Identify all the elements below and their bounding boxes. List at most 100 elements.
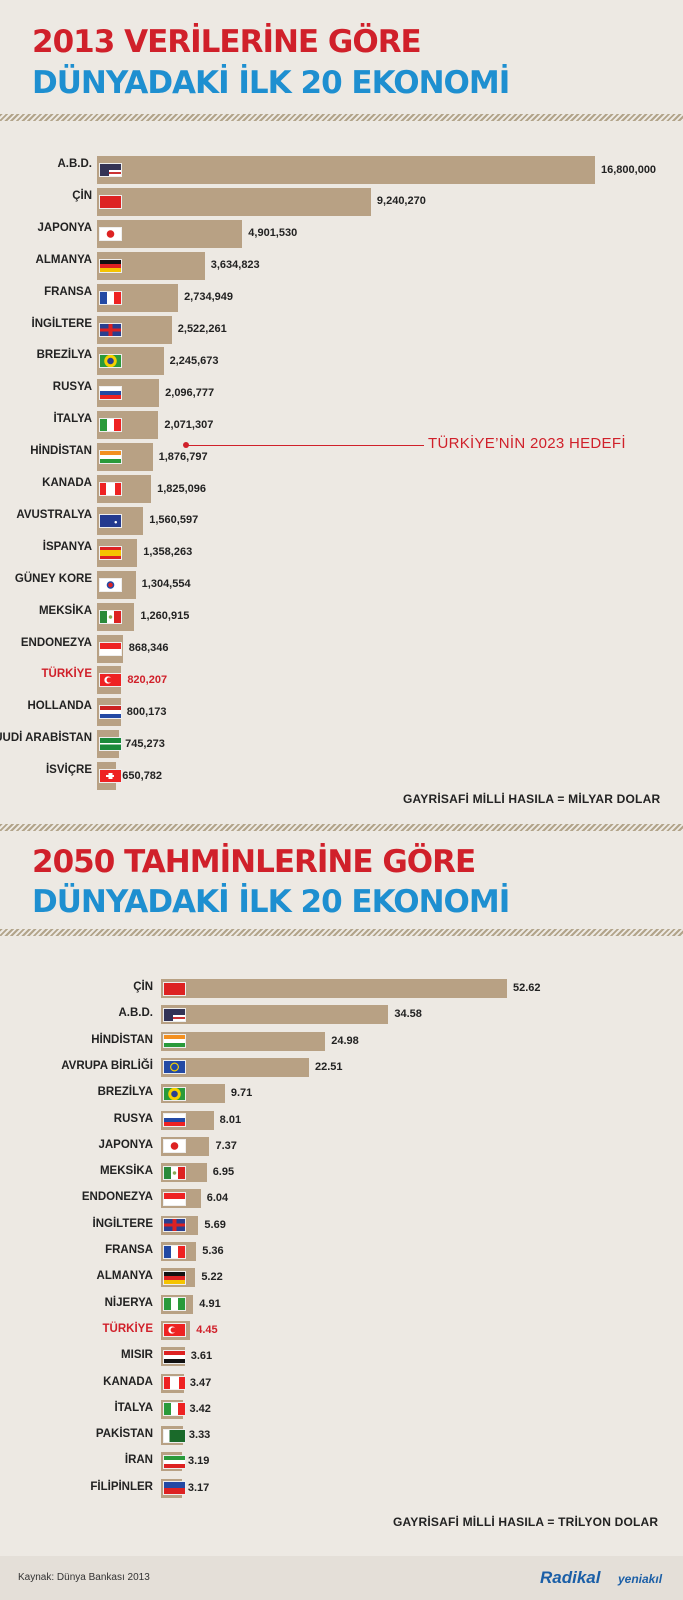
chart-row: ALMANYA 5.22 [0, 1265, 683, 1291]
country-label: FRANSA [44, 285, 92, 298]
chart-2013-unit-note: GAYRİSAFİ MİLLİ HASILA = MİLYAR DOLAR [403, 792, 661, 806]
value-label: 868,346 [128, 642, 169, 654]
chart-row: A.B.D. 34.58 [0, 1002, 683, 1028]
country-label: RUSYA [113, 1112, 153, 1125]
country-label: MISIR [121, 1349, 153, 1362]
chart-row: İSVİÇRE 650,782 [0, 759, 683, 791]
chart-2050-unit-note: GAYRİSAFİ MİLLİ HASILA = TRİLYON DOLAR [393, 1515, 659, 1529]
flag-indonesia-icon [163, 1191, 186, 1206]
divider-stripe [0, 929, 683, 936]
country-label: ÇİN [133, 981, 153, 993]
footer: Kaynak: Dünya Bankası 2013 Radikal yenia… [0, 1556, 683, 1600]
value-label: 1,260,915 [140, 610, 190, 623]
value-label: 34.58 [394, 1008, 422, 1021]
value-label: 3,634,823 [210, 259, 260, 272]
value-label: 24.98 [331, 1034, 359, 1047]
value-label: 820,207 [127, 673, 168, 686]
flag-russia-icon [163, 1113, 186, 1127]
country-label: KANADA [42, 477, 92, 489]
value-label: 9.71 [230, 1087, 253, 1100]
chart-row: FRANSA 5.36 [0, 1239, 683, 1265]
flag-canada-icon [163, 1376, 186, 1390]
bar [97, 156, 595, 184]
chart-row: İRAN 3.19 [0, 1449, 683, 1475]
chart-row: BREZİLYA 2,245,673 [0, 344, 683, 376]
bar [161, 1031, 326, 1051]
flag-italy-icon [163, 1402, 186, 1417]
flag-australia-icon [99, 513, 122, 528]
value-label: 2,245,673 [169, 354, 219, 367]
flag-india-icon [163, 1034, 186, 1049]
chart-row: FİLİPİNLER 3.17 [0, 1476, 683, 1502]
flag-pakistan-icon [163, 1428, 186, 1443]
section2-title-line1: 2050 TAHMİNLERİNE GÖRE [32, 844, 476, 880]
country-label: FİLİPİNLER [90, 1480, 153, 1493]
value-label: 6.95 [212, 1166, 235, 1179]
country-label: KANADA [103, 1375, 153, 1388]
flag-france-icon [163, 1244, 186, 1259]
country-label: ALMANYA [96, 1270, 153, 1283]
bar [161, 1005, 389, 1025]
flag-usa-icon [99, 163, 122, 177]
country-label: GÜNEY KORE [14, 572, 92, 585]
country-label: İSPANYA [42, 540, 92, 553]
flag-canada-icon [99, 482, 122, 496]
value-label: 5.36 [202, 1245, 224, 1257]
value-label: 650,782 [122, 769, 163, 782]
value-label: 5.22 [201, 1271, 223, 1284]
chart-row: İNGİLTERE 5.69 [0, 1213, 683, 1239]
country-label: ÇİN [72, 189, 92, 202]
target-annotation: TÜRKİYE’NİN 2023 HEDEFİ [428, 435, 626, 452]
flag-uk-icon [99, 322, 122, 337]
flag-turkey-icon [163, 1323, 186, 1338]
divider-stripe [0, 114, 683, 121]
flag-russia-icon [99, 386, 122, 401]
chart-row: FRANSA 2,734,949 [0, 281, 683, 312]
chart-row: MISIR 3.61 [0, 1344, 683, 1370]
flag-nigeria-icon [163, 1297, 186, 1312]
flag-south-korea-icon [99, 577, 122, 592]
flag-germany-icon [99, 258, 122, 273]
target-leader-line [186, 445, 424, 446]
yeniakil-logo: yeniakıl [618, 1572, 663, 1586]
chart-row: ALMANYA 3,634,823 [0, 249, 683, 280]
chart-row: GÜNEY KORE 1,304,554 [0, 568, 683, 599]
flag-china-icon [99, 194, 122, 209]
chart-row: İTALYA 3.42 [0, 1397, 683, 1423]
flag-iran-icon [163, 1454, 186, 1469]
value-label: 3.61 [190, 1350, 213, 1363]
value-label: 1,304,554 [141, 578, 191, 591]
country-label: A.B.D. [57, 158, 93, 170]
country-label: BREZİLYA [36, 349, 92, 362]
value-label: 6.04 [206, 1192, 229, 1205]
value-label: 3.17 [187, 1481, 210, 1494]
value-label: 1,560,597 [149, 514, 199, 527]
value-label: 4,901,530 [248, 227, 298, 240]
chart-row: ÇİN 9,240,270 [0, 185, 683, 216]
value-label: 2,522,261 [177, 323, 227, 335]
flag-uk-icon [163, 1218, 186, 1233]
country-label: ENDONEZYA [81, 1191, 153, 1204]
chart-row: İNGİLTERE 2,522,261 [0, 313, 683, 344]
country-label: AVUSTRALYA [16, 508, 92, 521]
flag-saudi-arabia-icon [99, 737, 122, 752]
value-label: 8.01 [219, 1113, 242, 1126]
chart-row: TÜRKİYE 4.45 [0, 1318, 683, 1344]
flag-usa-icon [163, 1007, 186, 1022]
country-label: HOLLANDA [27, 700, 92, 713]
value-label: 3.42 [189, 1402, 211, 1415]
chart-row: RUSYA 8.01 [0, 1108, 683, 1134]
chart-row: JAPONYA 7.37 [0, 1134, 683, 1160]
country-label: İTALYA [114, 1401, 153, 1414]
country-label: MEKSİKA [99, 1165, 153, 1178]
chart-row: İSPANYA 1,358,263 [0, 536, 683, 567]
value-label: 3.33 [188, 1429, 211, 1442]
chart-row: SUUDİ ARABİSTAN 745,273 [0, 727, 683, 759]
country-label: İNGİLTERE [92, 1217, 153, 1230]
flag-china-icon [163, 981, 186, 996]
value-label: 7.37 [215, 1139, 237, 1152]
flag-egypt-icon [163, 1349, 186, 1364]
flag-brazil-icon [99, 354, 122, 369]
divider-stripe [0, 824, 683, 831]
value-label: 5.69 [204, 1218, 226, 1231]
